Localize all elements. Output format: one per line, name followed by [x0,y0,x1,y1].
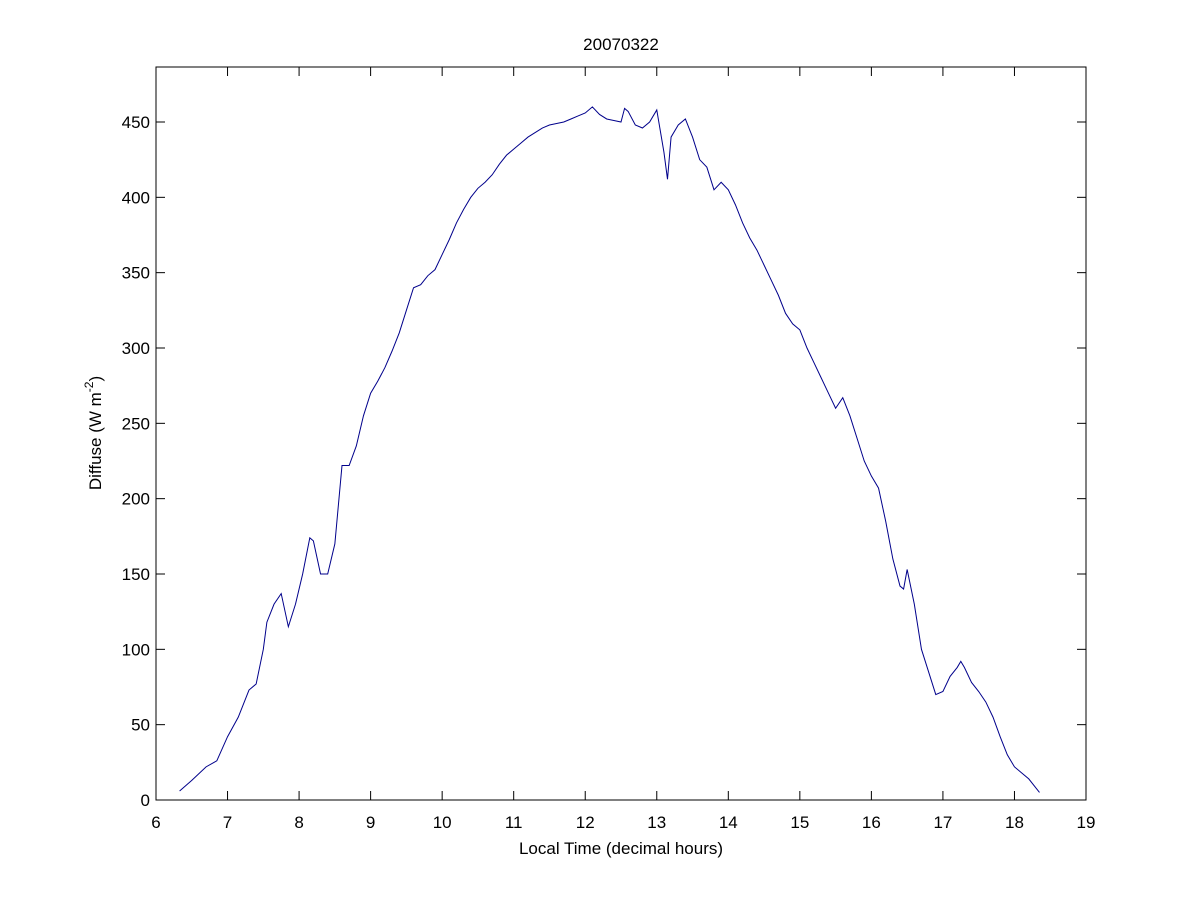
x-tick-label: 15 [790,813,809,832]
y-label-text: Diffuse (W m [86,392,105,490]
x-tick-label: 9 [366,813,375,832]
x-tick-label: 6 [151,813,160,832]
y-tick-label: 50 [131,716,150,735]
y-tick-label: 300 [122,339,150,358]
data-line [179,106,1040,793]
x-tick-label: 7 [223,813,232,832]
x-tick-label: 17 [933,813,952,832]
y-tick-label: 100 [122,640,150,659]
x-tick-label: 10 [433,813,452,832]
y-label-superscript: -2 [82,381,96,392]
x-tick-label: 8 [294,813,303,832]
y-tick-label: 150 [122,565,150,584]
y-tick-label: 250 [122,414,150,433]
x-tick-label: 14 [719,813,738,832]
y-tick-label: 450 [122,113,150,132]
plot-area [155,66,1087,801]
x-tick-label: 19 [1077,813,1096,832]
y-tick-label: 400 [122,188,150,207]
x-tick-label: 18 [1005,813,1024,832]
y-tick-label: 350 [122,264,150,283]
x-tick-label: 16 [862,813,881,832]
y-tick-label: 0 [141,791,150,810]
y-label-text: ) [86,376,105,382]
x-tick-label: 12 [576,813,595,832]
x-axis-label: Local Time (decimal hours) [519,839,723,858]
y-axis-label: Diffuse (W m-2) [82,376,105,490]
y-tick-label: 200 [122,490,150,509]
chart-title: 20070322 [583,35,659,54]
x-tick-label: 13 [647,813,666,832]
x-tick-label: 11 [505,813,523,832]
